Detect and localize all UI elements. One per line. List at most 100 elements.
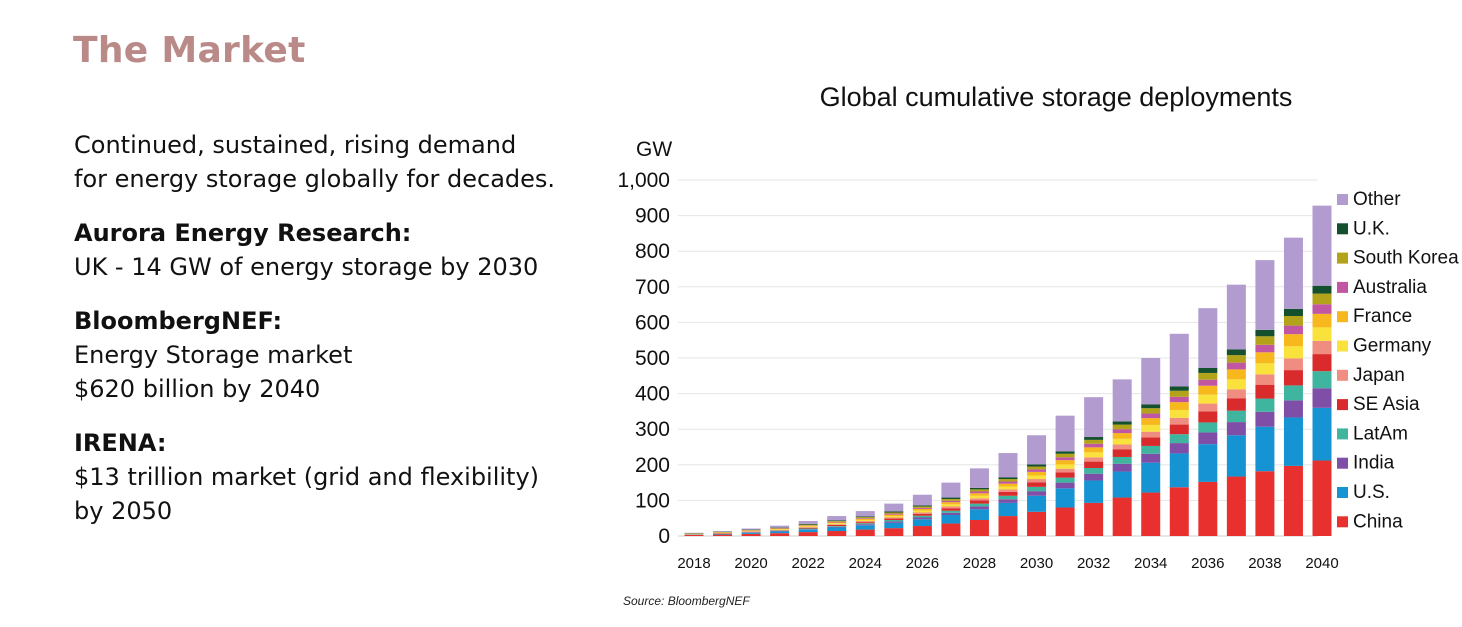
bar-segment <box>941 497 961 499</box>
bar-segment <box>1226 369 1246 380</box>
bar-segment <box>1283 370 1303 386</box>
x-tick-label: 2030 <box>1020 555 1053 572</box>
bar-segment <box>1283 237 1303 309</box>
bar-segment <box>1027 491 1047 496</box>
x-tick-label: 2018 <box>677 555 710 572</box>
bar-segment <box>1283 334 1303 347</box>
bar-segment <box>1198 403 1218 412</box>
x-tick-label: 2038 <box>1248 555 1281 572</box>
bar-segment <box>884 503 904 512</box>
bar-segment <box>1312 313 1332 328</box>
bar-segment <box>1198 422 1218 433</box>
bar-segment <box>884 514 904 517</box>
bar-segment <box>1226 476 1246 536</box>
bar-segment <box>1112 444 1132 450</box>
bar-segment <box>1198 367 1218 373</box>
bar-segment <box>941 498 961 501</box>
bar-segment <box>1283 400 1303 418</box>
irena-paragraph: IRENA: $13 trillion market (grid and fle… <box>74 426 594 528</box>
bar-segment <box>1141 453 1161 463</box>
bar-segment <box>1312 460 1332 536</box>
bar-segment <box>1055 415 1075 452</box>
bar-segment <box>1112 433 1132 439</box>
bar-segment <box>1226 284 1246 350</box>
bar-segment <box>1283 385 1303 401</box>
bar-segment <box>941 510 961 513</box>
bar-segment <box>827 521 847 523</box>
bar-segment <box>1027 486 1047 492</box>
bar-segment <box>798 524 818 526</box>
bar-segment <box>941 482 961 498</box>
bar-segment <box>884 512 904 514</box>
bar-segment <box>1141 437 1161 446</box>
legend-swatch <box>1337 252 1348 264</box>
bar-segment <box>855 511 875 517</box>
bar-segment <box>827 520 847 522</box>
bar-segment <box>1141 445 1161 454</box>
x-tick-label: 2020 <box>734 555 767 572</box>
y-tick-label: 800 <box>635 240 670 263</box>
bar-segment <box>969 509 989 520</box>
bar-segment <box>713 533 733 535</box>
x-tick-label: 2032 <box>1077 555 1110 572</box>
bar-segment <box>941 508 961 511</box>
bar-segment <box>827 527 847 532</box>
bar-segment <box>827 524 847 527</box>
bar-segment <box>1027 475 1047 480</box>
chart-title: Global cumulative storage deployments <box>819 82 1293 112</box>
bar-segment <box>827 523 847 525</box>
bar-segment <box>998 489 1018 492</box>
bar-segment <box>1084 480 1104 503</box>
bar-segment <box>1169 386 1189 391</box>
irena-line-2: by 2050 <box>74 497 173 525</box>
bar-segment <box>855 519 875 522</box>
y-tick-label: 400 <box>635 383 670 406</box>
bar-segment <box>1027 495 1047 512</box>
bar-segment <box>1283 308 1303 316</box>
bar-segment <box>713 531 733 532</box>
legend-swatch <box>1337 428 1348 440</box>
bar-segment <box>1084 473 1104 481</box>
slide-title: The Market <box>73 30 306 71</box>
bar-segment <box>998 502 1018 517</box>
bar-segment <box>998 483 1018 487</box>
bar-segment <box>1198 385 1218 395</box>
bar-segment <box>998 499 1018 503</box>
bar-segment <box>998 495 1018 500</box>
bar-segment <box>1255 398 1275 412</box>
y-tick-label: 200 <box>635 454 670 477</box>
bar-segment <box>884 528 904 536</box>
bar-segment <box>912 526 932 536</box>
intro-line-1: Continued, sustained, rising demand <box>74 131 517 159</box>
bar-segment <box>1169 487 1189 536</box>
bnef-heading: BloombergNEF: <box>74 307 283 335</box>
legend-label: Australia <box>1353 277 1427 298</box>
bar-segment <box>1312 205 1332 286</box>
bar-segment <box>798 525 818 527</box>
bar-segment <box>912 510 932 513</box>
bar-segment <box>969 503 989 507</box>
bar-segment <box>1283 325 1303 335</box>
bar-segment <box>912 512 932 514</box>
bar-segment <box>1055 464 1075 469</box>
bar-segment <box>1255 363 1275 375</box>
bar-segment <box>1055 488 1075 508</box>
bar-segment <box>1027 469 1047 472</box>
bar-segment <box>1169 424 1189 435</box>
bar-segment <box>1255 471 1275 536</box>
bar-segment <box>912 507 932 509</box>
bar-segment <box>1141 418 1161 425</box>
y-tick-label: 700 <box>635 276 670 299</box>
source-note: Source: BloombergNEF <box>623 594 750 608</box>
legend-swatch <box>1337 311 1348 323</box>
bar-segment <box>912 506 932 508</box>
bar-segment <box>1226 422 1246 436</box>
legend-label: Germany <box>1353 336 1432 357</box>
legend-swatch <box>1337 457 1348 469</box>
bar-segment <box>969 468 989 488</box>
bar-segment <box>1084 502 1104 536</box>
bar-segment <box>1084 439 1104 444</box>
bar-segment <box>969 506 989 510</box>
stacked-bar-chart: 0 100 200 300 400 500 600 700 800 900 1,000 GW 2018 2… <box>617 138 1459 572</box>
bar-segment <box>912 515 932 518</box>
